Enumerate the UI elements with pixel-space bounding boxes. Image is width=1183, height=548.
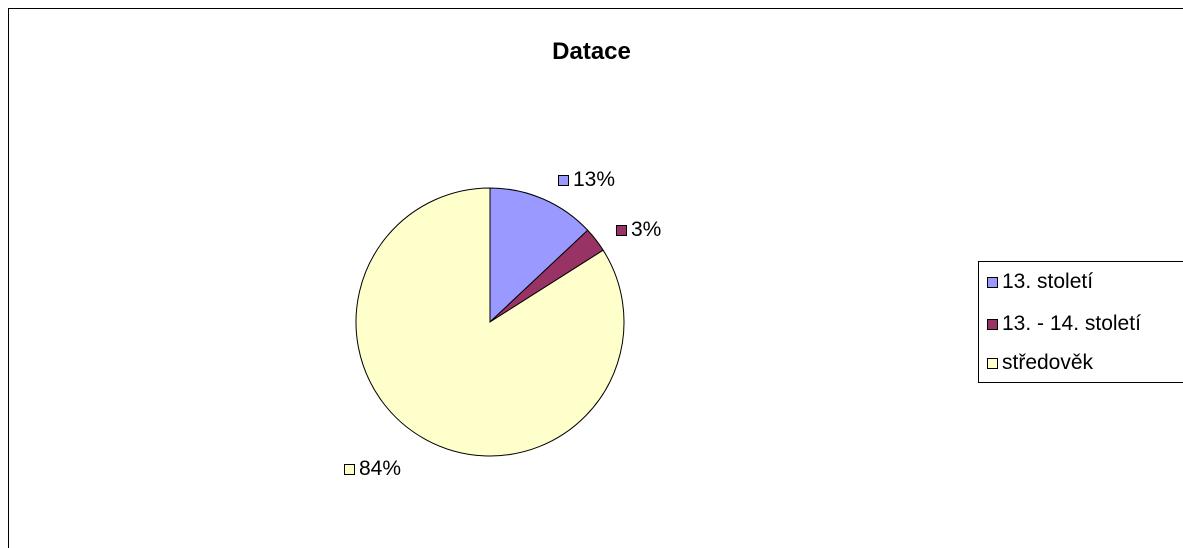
data-label-text: 13% xyxy=(573,168,615,192)
data-label-text: 3% xyxy=(631,218,661,242)
data-label-swatch xyxy=(616,225,627,236)
legend-label: středověk xyxy=(1002,351,1093,375)
data-label-swatch xyxy=(558,175,569,186)
data-label-swatch xyxy=(344,464,355,475)
legend-item-13-14-stoleti: 13. - 14. století xyxy=(987,312,1141,336)
legend-item-stredovek: středověk xyxy=(987,351,1093,375)
legend-swatch xyxy=(987,277,998,288)
data-label-13-14-stoleti: 3% xyxy=(616,218,661,242)
legend-swatch xyxy=(987,319,998,330)
data-label-text: 84% xyxy=(359,457,401,481)
data-label-stredovek: 84% xyxy=(344,457,401,481)
legend: 13. století 13. - 14. století středověk xyxy=(978,261,1183,383)
legend-label: 13. - 14. století xyxy=(1002,312,1141,336)
legend-label: 13. století xyxy=(1002,270,1093,294)
legend-swatch xyxy=(987,358,998,369)
data-label-13-stoleti: 13% xyxy=(558,168,615,192)
legend-item-13-stoleti: 13. století xyxy=(987,270,1093,294)
